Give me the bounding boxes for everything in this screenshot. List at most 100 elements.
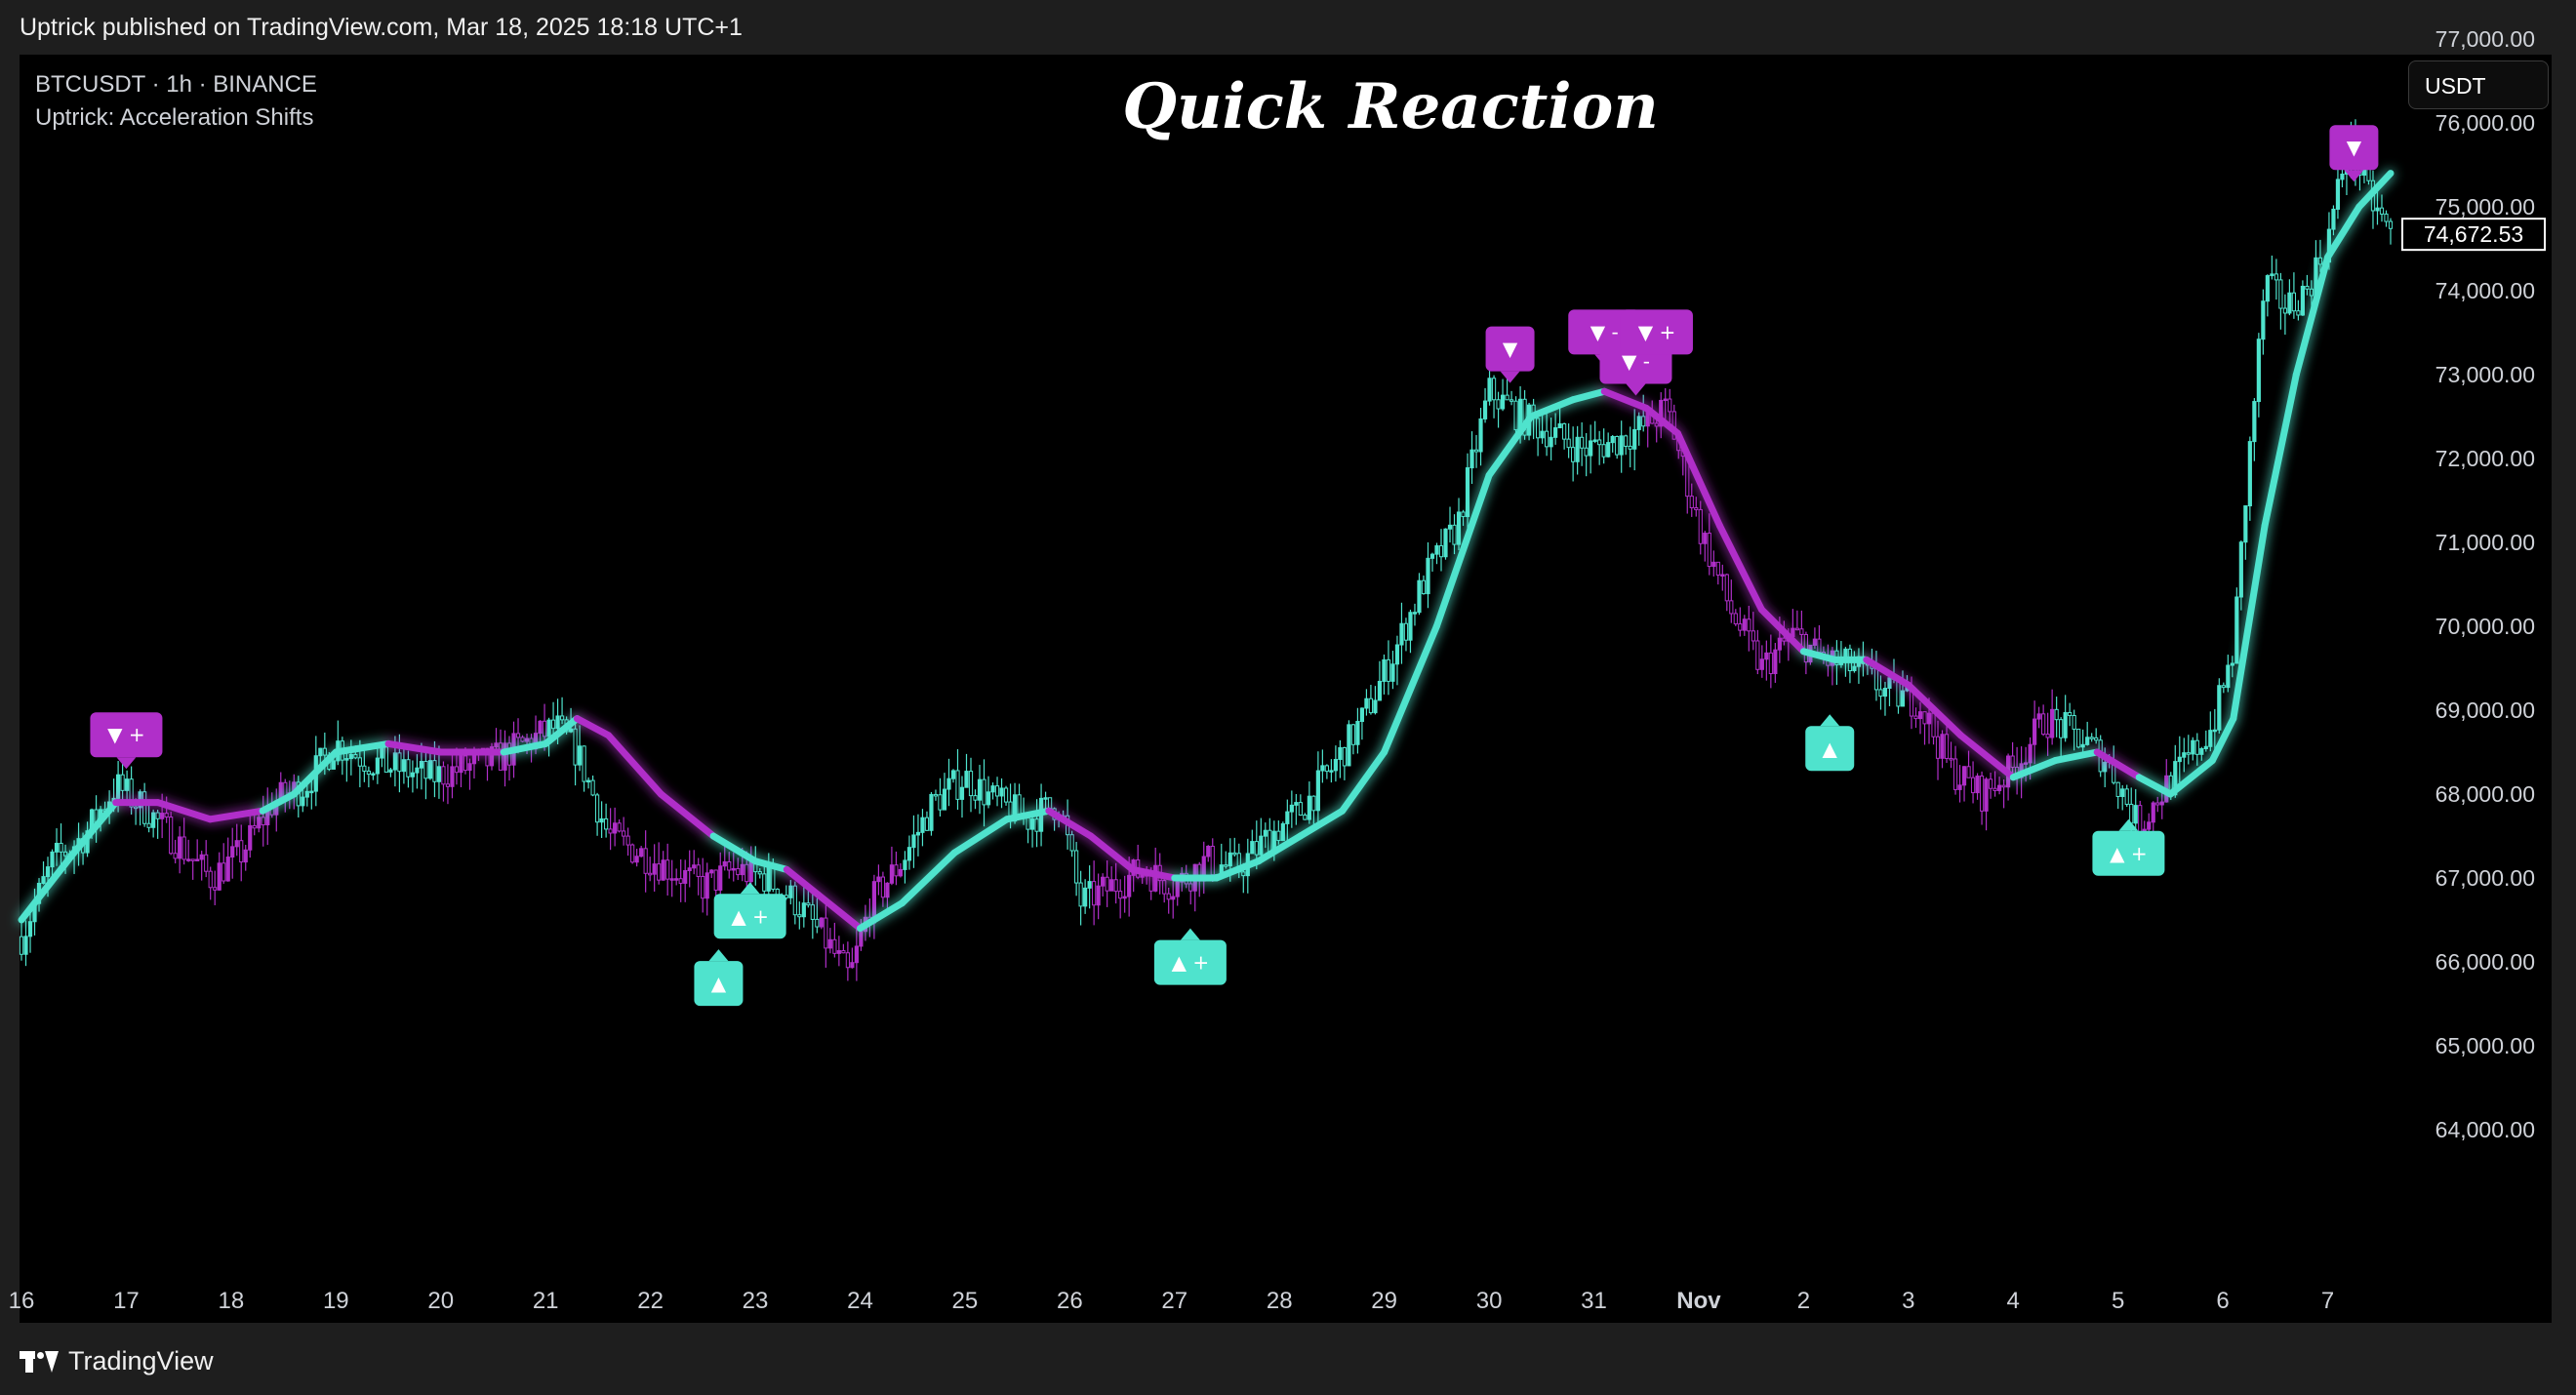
candle-body <box>1759 658 1764 670</box>
signal-pointer <box>2344 170 2364 182</box>
symbol-line[interactable]: BTCUSDT · 1h · BINANCE <box>35 71 317 98</box>
candle-body <box>766 866 771 892</box>
candle-body <box>1465 467 1470 518</box>
candle-body <box>1549 436 1553 448</box>
candle-body <box>2282 307 2287 314</box>
candle-body <box>463 755 468 772</box>
candle-body <box>2226 664 2231 689</box>
trend-segment <box>1129 865 1179 882</box>
candle-body <box>1298 802 1303 817</box>
trend-segment <box>605 732 664 798</box>
candle-body <box>1922 711 1927 725</box>
last-price-tag: 74,672.53 <box>2401 218 2546 252</box>
candle-body <box>1882 688 1888 698</box>
candle-body <box>859 931 864 947</box>
candle-body <box>906 847 912 861</box>
signal-label: ▲ + <box>713 882 786 939</box>
currency-button[interactable]: USDT <box>2408 60 2549 109</box>
candle-body <box>1307 795 1311 820</box>
candle-body <box>841 950 846 954</box>
y-tick-label: 65,000.00 <box>2435 1033 2535 1058</box>
candle-body <box>2186 752 2191 755</box>
candle-body <box>1403 622 1409 641</box>
candle-body <box>1747 618 1751 632</box>
candle-body <box>613 822 618 834</box>
signal-text: ▲ + <box>1172 951 1210 975</box>
candle-body <box>380 746 384 759</box>
candle-body <box>762 873 767 892</box>
candle-body <box>903 859 907 870</box>
trend-segment <box>1715 522 1765 614</box>
candle-body <box>1390 663 1395 682</box>
candle-body <box>2379 207 2385 215</box>
candle-body <box>2252 401 2257 443</box>
candle-body <box>1408 612 1413 641</box>
candle-body <box>1689 496 1694 508</box>
candle-body <box>1961 766 1967 786</box>
x-tick-label: 24 <box>847 1288 873 1314</box>
candle-body <box>248 824 253 851</box>
signal-text: ▲ <box>711 972 727 995</box>
candle-body <box>577 745 583 766</box>
candle-body <box>880 876 886 898</box>
x-tick-label: 20 <box>427 1288 454 1314</box>
candle-body <box>1210 845 1215 876</box>
signal-pointer <box>708 949 729 962</box>
candle-body <box>2072 714 2076 730</box>
trend-segment <box>2093 748 2143 781</box>
candle-body <box>1029 818 1035 830</box>
candle-body <box>1812 638 1817 646</box>
candle-body <box>1597 439 1602 446</box>
candle-body <box>1557 422 1562 429</box>
candle-body <box>946 777 951 790</box>
trend-segment <box>1527 396 1577 420</box>
candle-body <box>1636 416 1641 430</box>
candle-body <box>2274 273 2278 281</box>
trend-segment <box>1642 404 1681 437</box>
candle-body <box>1992 787 1997 791</box>
candle-body <box>845 952 850 969</box>
candle-body <box>383 746 388 773</box>
candle-body <box>1852 665 1857 672</box>
candle-body <box>1228 852 1232 867</box>
candle-body <box>950 770 956 779</box>
y-tick-label: 73,000.00 <box>2435 362 2535 387</box>
candle-body <box>2212 729 2217 733</box>
candle-body <box>1654 422 1659 427</box>
trend-segment <box>2135 774 2174 798</box>
x-tick-label: 4 <box>2007 1288 2020 1314</box>
candle-body <box>2238 541 2243 598</box>
trend-segment <box>814 891 864 933</box>
candle-body <box>2305 285 2310 290</box>
footer: TradingView <box>0 1323 2576 1395</box>
candle-body <box>1601 444 1606 458</box>
trend-segment <box>2009 757 2059 781</box>
candle-body <box>1105 876 1109 892</box>
y-tick-label: 70,000.00 <box>2435 614 2535 639</box>
candle-body <box>208 870 213 889</box>
signal-text: ▲ + <box>731 904 769 928</box>
candle-body <box>622 830 626 837</box>
trend-segment <box>783 865 822 898</box>
y-tick-label: 66,000.00 <box>2435 949 2535 975</box>
candle-body <box>1545 430 1550 448</box>
candle-body <box>1755 640 1760 670</box>
x-tick-label: 22 <box>637 1288 664 1314</box>
candle-body <box>406 759 411 777</box>
x-tick-label: 31 <box>1581 1288 1607 1314</box>
candle-body <box>973 795 978 801</box>
chart-frame[interactable] <box>20 55 2552 1323</box>
candle-body <box>239 840 244 863</box>
candle-body <box>2309 288 2314 297</box>
candle-body <box>1668 398 1672 413</box>
signal-pointer <box>1646 354 1667 367</box>
candle-body <box>1452 524 1457 545</box>
indicator-line[interactable]: Uptrick: Acceleration Shifts <box>35 104 314 131</box>
candle-body <box>129 778 134 808</box>
trend-segment <box>1297 807 1347 840</box>
candle-body <box>736 867 741 876</box>
candle-body <box>1619 435 1624 456</box>
trend-segment <box>154 799 214 823</box>
tradingview-link[interactable]: TradingView <box>20 1346 214 1376</box>
